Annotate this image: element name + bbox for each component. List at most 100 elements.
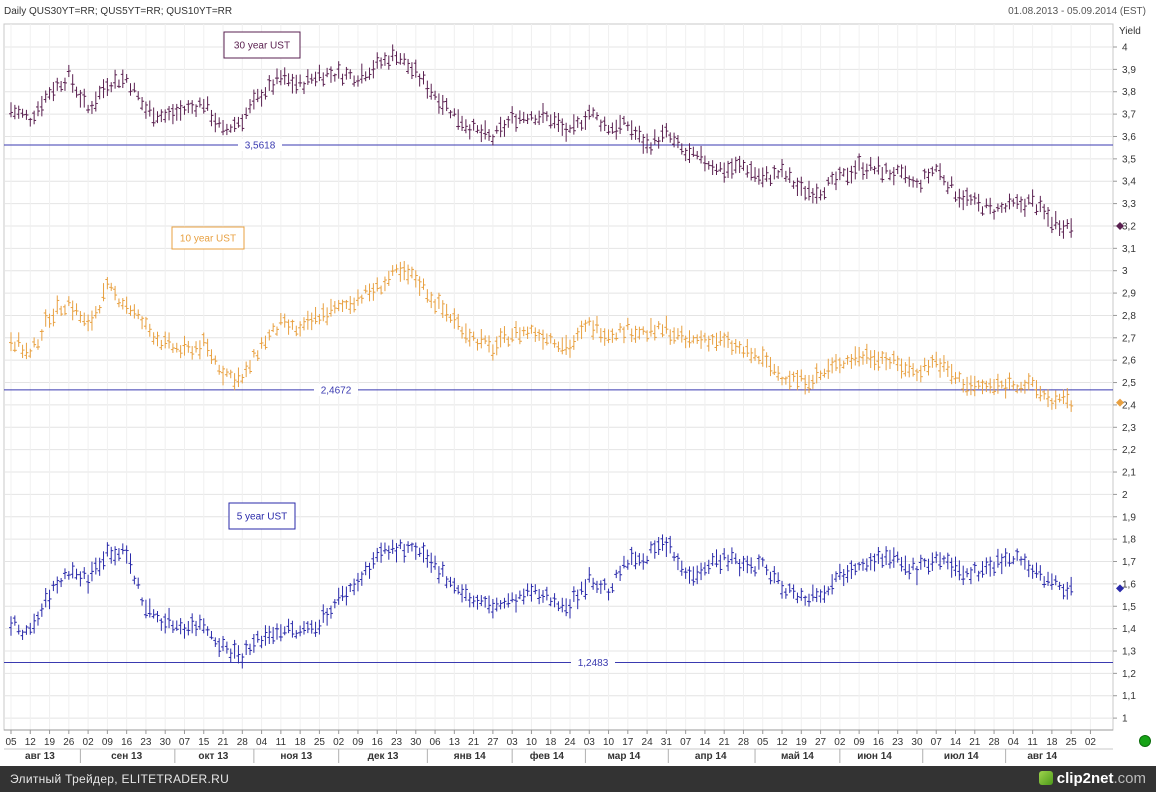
series-5-year-ust [9, 534, 1124, 669]
x-tick-label: 17 [622, 737, 634, 748]
x-tick-label: 03 [507, 737, 519, 748]
footer-source-text: Элитный Трейдер, ELITETRADER.RU [10, 772, 230, 786]
y-tick-label: 3,5 [1122, 154, 1136, 165]
x-tick-label: 25 [1066, 737, 1078, 748]
x-tick-label: 12 [776, 737, 788, 748]
x-tick-label: 28 [988, 737, 1000, 748]
legend: 30 year UST 10 year UST 5 year UST [171, 31, 301, 530]
month-label: сен 13 [111, 751, 143, 762]
y-tick-label: 1,4 [1122, 624, 1136, 635]
y-tick-label: 3,3 [1122, 199, 1136, 210]
y-tick-label: 1,3 [1122, 646, 1136, 657]
reference-line-label: 3,5618 [245, 141, 276, 152]
x-tick-label: 09 [352, 737, 364, 748]
month-label: май 14 [781, 751, 814, 762]
month-label: авг 13 [25, 751, 55, 762]
legend-box[interactable] [171, 226, 245, 250]
legend-box[interactable] [228, 502, 296, 530]
y-tick-label: 1,7 [1122, 557, 1136, 568]
reference-label-bg [314, 383, 358, 396]
reference-line-label: 2,4672 [321, 385, 352, 396]
last-value-marker-icon [1116, 584, 1124, 593]
month-label: мар 14 [608, 751, 641, 762]
month-label: окт 13 [198, 751, 228, 762]
yield-chart[interactable]: 4 3,9 3,8 3,7 3,6 3,5 3,4 3,3 3,2 3,1 3 2,9 2,8 2,7 2,… [0, 0, 1156, 766]
x-tick-label: 07 [931, 737, 943, 748]
y-tick-label: 2,8 [1122, 311, 1136, 322]
x-axis: 05 12 19 26 02 09 16 23 30 07 15 21 28 04 11 18 25 02 09 16… [4, 729, 1113, 763]
x-tick-label: 03 [584, 737, 596, 748]
y-tick-label: 2,1 [1122, 468, 1136, 479]
x-tick-label: 16 [372, 737, 384, 748]
x-tick-label: 18 [1046, 737, 1058, 748]
x-tick-label: 19 [44, 737, 56, 748]
brand-logo[interactable]: clip2net.com [1038, 770, 1146, 787]
y-tick-label: 1,8 [1122, 535, 1136, 546]
legend-label: 5 year UST [237, 512, 288, 523]
x-tick-label: 18 [545, 737, 557, 748]
chart-title: Daily QUS30YT=RR; QUS5YT=RR; QUS10YT=RR [4, 6, 233, 17]
last-value-marker-icon [1116, 398, 1124, 407]
x-tick-label: 11 [1027, 737, 1038, 748]
x-tick-label: 23 [892, 737, 904, 748]
x-tick-label: 21 [969, 737, 981, 748]
legend-label: 10 year UST [180, 234, 236, 245]
y-tick-label: 2,5 [1122, 378, 1136, 389]
y-tick-label: 3,9 [1122, 65, 1136, 76]
clip2net-logo-icon [1038, 771, 1053, 785]
x-tick-label: 27 [487, 737, 499, 748]
month-label: июн 14 [857, 751, 892, 762]
x-tick-label: 19 [796, 737, 808, 748]
x-tick-label: 23 [391, 737, 403, 748]
brand-name: clip2net [1056, 770, 1114, 787]
x-tick-label: 02 [333, 737, 345, 748]
month-label: апр 14 [695, 751, 727, 762]
y-tick-label: 1,2 [1122, 669, 1136, 680]
x-tick-label: 21 [217, 737, 229, 748]
y-tick-label: 2,6 [1122, 356, 1136, 367]
x-tick-label: 05 [757, 737, 769, 748]
x-tick-label: 07 [680, 737, 692, 748]
x-tick-label: 25 [314, 737, 326, 748]
footer-bar: Элитный Трейдер, ELITETRADER.RU clip2net… [0, 766, 1156, 792]
y-tick-label: 1,1 [1122, 691, 1136, 702]
y-axis-title: Yield [1119, 26, 1141, 37]
y-tick-label: 2,3 [1122, 423, 1136, 434]
y-tick-label: 3,2 [1122, 221, 1136, 232]
x-tick-label: 09 [102, 737, 114, 748]
chart-header: Daily QUS30YT=RR; QUS5YT=RR; QUS10YT=RR … [0, 0, 1156, 22]
month-label: дек 13 [368, 751, 399, 762]
x-tick-label: 18 [295, 737, 307, 748]
y-tick-label: 3,1 [1122, 244, 1136, 255]
reference-lines: 3,5618 2,4672 1,2483 [4, 139, 1113, 669]
month-label: ноя 13 [280, 751, 312, 762]
y-tick-label: 3,6 [1122, 132, 1136, 143]
brand-tld: .com [1113, 770, 1146, 787]
reference-label-bg [238, 139, 282, 152]
x-tick-label: 21 [719, 737, 731, 748]
y-tick-label: 1,6 [1122, 579, 1136, 590]
x-tick-label: 11 [276, 737, 287, 748]
y-tick-label: 3 [1122, 266, 1128, 277]
month-label: фев 14 [530, 750, 565, 762]
x-tick-label: 24 [564, 737, 576, 748]
y-tick-label: 1 [1122, 714, 1128, 725]
x-tick-label: 02 [834, 737, 846, 748]
y-tick-label: 1,9 [1122, 512, 1136, 523]
y-tick-label: 2 [1122, 490, 1128, 501]
y-tick-label: 2,9 [1122, 289, 1136, 300]
x-tick-label: 16 [873, 737, 885, 748]
y-tick-label: 2,7 [1122, 333, 1136, 344]
x-tick-label: 27 [815, 737, 827, 748]
status-indicator-icon [1139, 735, 1151, 747]
x-tick-label: 28 [237, 737, 249, 748]
x-tick-label: 30 [911, 737, 923, 748]
y-tick-label: 3,7 [1122, 110, 1136, 121]
gridlines [4, 24, 1113, 730]
x-tick-label: 30 [160, 737, 172, 748]
x-tick-label: 15 [198, 737, 210, 748]
month-label: авг 14 [1027, 751, 1057, 762]
legend-box[interactable] [223, 31, 301, 59]
x-tick-label: 14 [950, 737, 962, 748]
x-tick-label: 06 [430, 737, 442, 748]
